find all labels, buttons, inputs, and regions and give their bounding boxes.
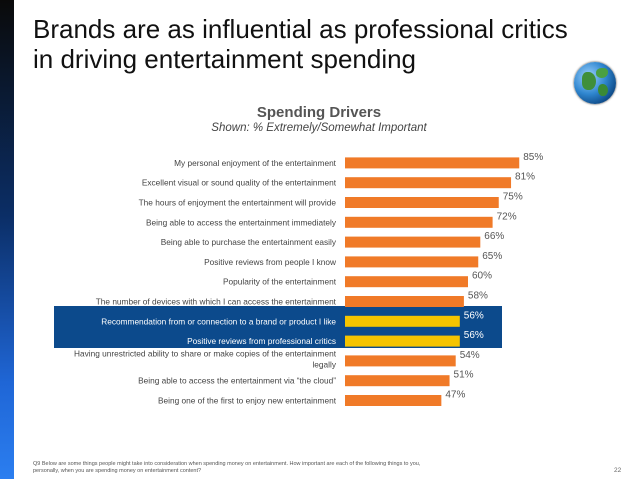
footnote: Q9 Below are some things people might ta… bbox=[33, 461, 421, 474]
value-label-8: 58% bbox=[468, 291, 488, 302]
value-label-1: 85% bbox=[523, 152, 543, 163]
value-label-4: 72% bbox=[497, 211, 517, 222]
category-label-5: Being able to purchase the entertainment… bbox=[161, 237, 337, 247]
bar-9 bbox=[345, 315, 460, 327]
bar-3 bbox=[345, 197, 499, 208]
value-label-7: 60% bbox=[472, 271, 492, 282]
globe-icon bbox=[574, 62, 616, 104]
bar-10 bbox=[345, 335, 460, 347]
category-label-1: My personal enjoyment of the entertainme… bbox=[174, 158, 337, 168]
value-label-6: 65% bbox=[482, 251, 502, 262]
chart-subtitle: Shown: % Extremely/Somewhat Important bbox=[211, 122, 427, 134]
value-label-9: 56% bbox=[464, 310, 484, 321]
bar-2 bbox=[345, 177, 512, 189]
category-label-6: Positive reviews from people I know bbox=[204, 257, 337, 267]
category-label-3: The hours of enjoyment the entertainment… bbox=[139, 198, 337, 208]
bar-13 bbox=[345, 395, 442, 406]
left-accent-bar bbox=[0, 0, 14, 479]
value-label-11: 54% bbox=[460, 350, 480, 361]
bar-6 bbox=[345, 256, 479, 268]
bar-1 bbox=[345, 157, 520, 169]
category-label-13: Being one of the first to enjoy new ente… bbox=[158, 396, 337, 406]
bar-4 bbox=[345, 216, 493, 228]
page-number: 22 bbox=[614, 467, 622, 474]
category-label-9: Recommendation from or connection to a b… bbox=[101, 316, 336, 326]
bar-12 bbox=[345, 375, 450, 387]
bar-8 bbox=[345, 296, 464, 307]
bar-11 bbox=[345, 355, 456, 367]
category-label-11-line-2: legally bbox=[312, 359, 336, 369]
category-label-7: Popularity of the entertainment bbox=[223, 277, 337, 287]
category-label-4: Being able to access the entertainment i… bbox=[146, 217, 337, 227]
slide-title: Brands are as influential as professiona… bbox=[33, 14, 568, 74]
value-label-3: 75% bbox=[503, 192, 523, 203]
value-label-13: 47% bbox=[445, 390, 465, 401]
bar-7 bbox=[345, 276, 468, 288]
category-label-10: Positive reviews from professional criti… bbox=[187, 336, 336, 346]
category-label-2: Excellent visual or sound quality of the… bbox=[142, 178, 337, 188]
category-label-12: Being able to access the entertainment v… bbox=[138, 376, 336, 386]
bar-5 bbox=[345, 236, 481, 248]
value-label-12: 51% bbox=[454, 370, 474, 381]
value-label-5: 66% bbox=[484, 231, 504, 242]
category-label-8: The number of devices with which I can a… bbox=[96, 297, 337, 307]
value-label-2: 81% bbox=[515, 172, 535, 183]
chart-title: Spending Drivers bbox=[256, 104, 382, 121]
value-label-10: 56% bbox=[464, 330, 484, 341]
category-label-11-line-1: Having unrestricted ability to share or … bbox=[74, 348, 337, 358]
